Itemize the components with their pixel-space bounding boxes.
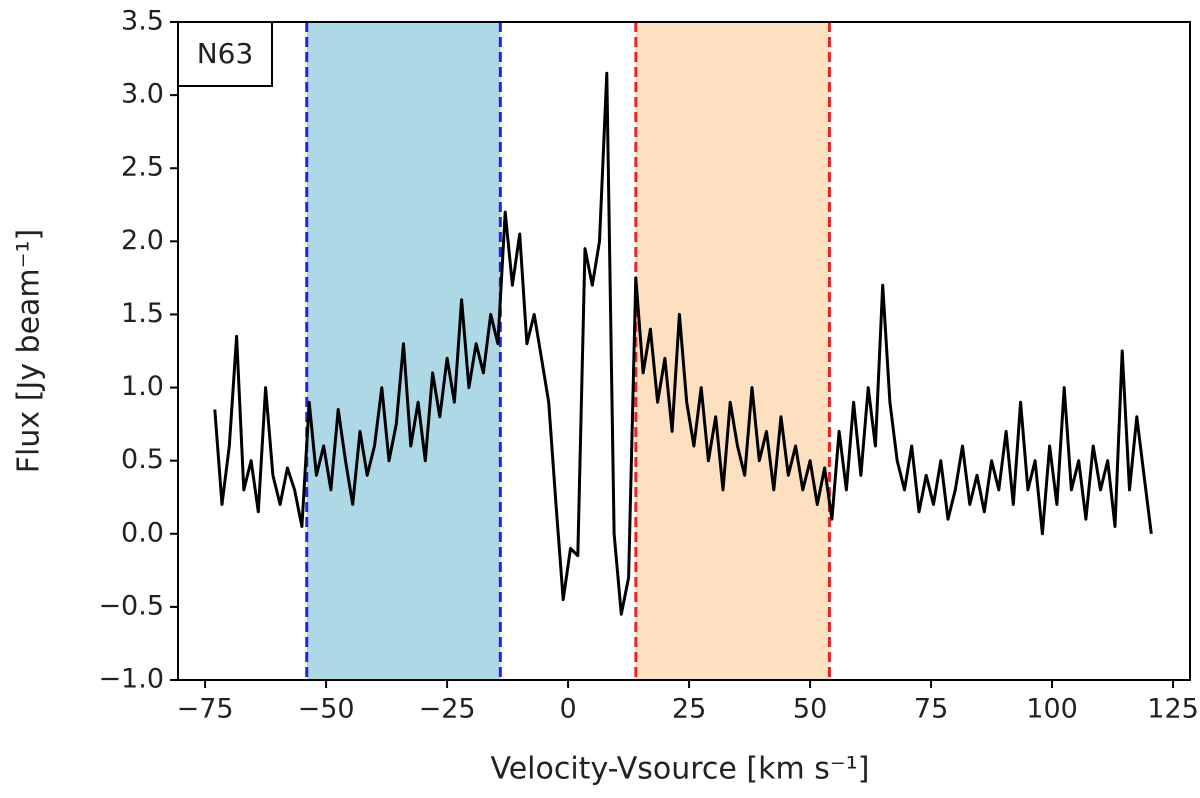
x-tick-label: 0 [559,694,576,725]
plot-frame [177,21,1191,681]
x-tick-label: −25 [419,694,476,725]
annotation: N63 [197,37,254,70]
shaded-region [635,22,830,680]
x-axis-label: Velocity-Vsource [km s⁻¹] [491,752,870,787]
annotation-box [177,21,273,87]
x-tick-label: 125 [1147,694,1199,725]
y-tick-label: 3.0 [121,79,164,110]
spectrum-line [213,71,1153,616]
y-tick-label: −1.0 [98,664,164,695]
x-tick-label: 75 [914,694,948,725]
x-tick-label: −75 [177,694,234,725]
x-tick-label: 100 [1026,694,1078,725]
y-tick-label: 2.0 [121,225,164,256]
y-tick-label: 3.5 [121,6,164,37]
y-tick-label: −0.5 [98,590,164,621]
y-tick-label: 0.0 [121,517,164,548]
y-axis-label: Flux [Jy beam⁻¹] [12,229,47,473]
y-tick-label: 2.5 [121,152,164,183]
x-tick-label: 25 [672,694,706,725]
x-tick-label: 50 [793,694,827,725]
y-tick-label: 1.5 [121,298,164,329]
y-tick-label: 1.0 [121,371,164,402]
x-tick-label: −50 [298,694,355,725]
y-tick-label: 0.5 [121,444,164,475]
